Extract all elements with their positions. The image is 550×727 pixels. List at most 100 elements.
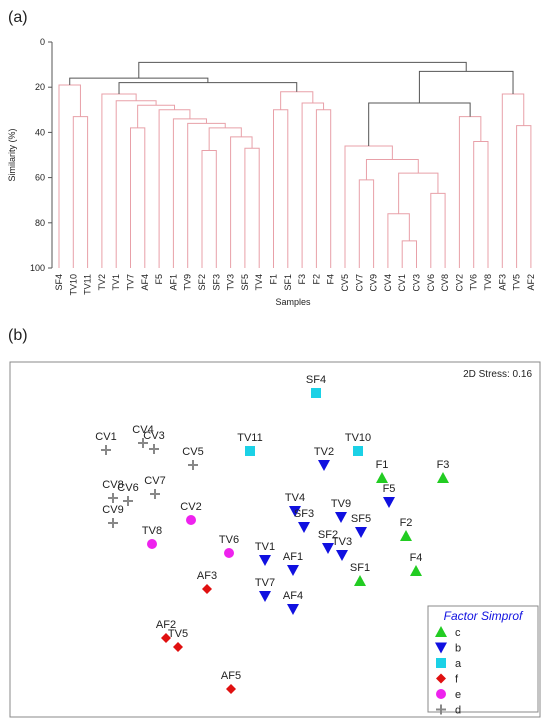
point-label: SF2	[318, 529, 338, 541]
leaf-label: AF1	[168, 274, 178, 291]
dendrogram-link	[230, 136, 253, 268]
point-label: CV2	[180, 501, 201, 513]
legend-box	[427, 605, 539, 713]
leaf-label: TV10	[68, 274, 78, 296]
point	[224, 548, 234, 558]
point-label: SF5	[351, 513, 371, 525]
dendrogram-link	[69, 77, 209, 85]
panel-label: (b)	[8, 327, 28, 344]
panel-label: (a)	[8, 9, 28, 26]
legend-marker	[436, 673, 446, 684]
point-label: SF4	[306, 374, 326, 386]
dendrogram-link	[115, 100, 157, 268]
point-label: F4	[410, 552, 423, 564]
point-label: AF2	[156, 619, 176, 631]
leaf-label: CV5	[340, 274, 350, 292]
point	[108, 518, 118, 528]
leaf-label: TV8	[483, 274, 493, 291]
point	[335, 512, 347, 523]
leaf-label: TV4	[254, 274, 264, 291]
point-label: TV11	[237, 432, 262, 444]
point-label: CV5	[182, 446, 203, 458]
dendrogram-link	[130, 127, 146, 268]
leaf-label: CV6	[426, 274, 436, 292]
y-tick-label: 20	[35, 82, 45, 92]
point-label: TV1	[255, 541, 275, 553]
leaf-label: TV6	[469, 274, 479, 291]
point	[150, 489, 160, 499]
dendrogram-link	[501, 93, 525, 268]
point-label: CV8	[102, 479, 123, 491]
point-label: TV2	[314, 446, 334, 458]
dendrogram-link	[118, 82, 298, 94]
point-label: TV3	[332, 536, 352, 548]
dendrogram-link	[301, 102, 325, 268]
point	[322, 543, 334, 554]
point	[188, 460, 198, 470]
dendrogram-link	[280, 91, 314, 110]
point-label: F1	[376, 459, 389, 471]
leaf-label: SF1	[283, 274, 293, 291]
leaf-label: SF3	[211, 274, 221, 291]
leaf-label: CV1	[397, 274, 407, 292]
dendrogram-link	[401, 240, 417, 268]
leaf-label: TV11	[83, 274, 93, 295]
dendrogram-link	[138, 61, 467, 79]
dendrogram-link	[158, 109, 191, 268]
dendrogram-link	[358, 179, 375, 268]
y-tick-label: 80	[35, 218, 45, 228]
leaf-label: TV1	[111, 274, 121, 291]
stress-annotation: 2D Stress: 0.16	[463, 369, 532, 380]
point	[437, 472, 449, 483]
point-label: CV6	[117, 482, 138, 494]
leaf-label: CV8	[440, 274, 450, 292]
dendrogram-link	[344, 145, 393, 268]
legend-label: b	[455, 643, 461, 655]
point	[259, 555, 271, 566]
leaf-label: AF4	[140, 274, 150, 291]
leaf-label: SF4	[54, 274, 64, 291]
dendrogram-link	[72, 116, 89, 268]
dendrogram-link	[244, 147, 260, 268]
point	[138, 438, 148, 448]
point	[336, 550, 348, 561]
point	[287, 604, 299, 615]
legend-marker	[435, 642, 447, 654]
point	[245, 446, 255, 456]
legend-marker	[436, 658, 446, 668]
legend-label: e	[455, 689, 461, 701]
plot-frame	[9, 361, 541, 718]
y-tick-label: 0	[40, 37, 45, 47]
point-label: CV9	[102, 504, 123, 516]
y-axis-label: Similarity (%)	[7, 128, 17, 181]
dendrogram-link	[101, 93, 137, 268]
point-label: AF5	[221, 670, 241, 682]
point-label: CV3	[143, 430, 164, 442]
leaf-label: F3	[297, 274, 307, 285]
point-label: SF3	[294, 508, 314, 520]
dendrogram-link	[273, 109, 289, 268]
leaf-label: TV7	[126, 274, 136, 291]
dendrogram-link	[187, 122, 226, 268]
point	[311, 388, 321, 398]
leaf-label: TV9	[183, 274, 193, 291]
point	[149, 444, 159, 454]
leaf-label: F2	[311, 274, 321, 285]
legend-marker	[436, 704, 446, 715]
legend-title: Factor Simprof	[444, 609, 524, 623]
legend-label: c	[455, 627, 461, 639]
dendrogram-link	[315, 109, 332, 268]
x-axis-label: Samples	[275, 297, 311, 307]
point-label: CV1	[95, 431, 116, 443]
point	[108, 493, 118, 503]
point	[289, 506, 301, 517]
point-label: SF1	[350, 562, 370, 574]
point	[226, 684, 236, 694]
legend-label: d	[455, 705, 461, 717]
leaf-label: F1	[269, 274, 279, 285]
dendrogram-link	[516, 125, 532, 268]
leaf-label: TV2	[97, 274, 107, 291]
point	[161, 633, 171, 643]
dendrogram-link	[208, 127, 242, 151]
